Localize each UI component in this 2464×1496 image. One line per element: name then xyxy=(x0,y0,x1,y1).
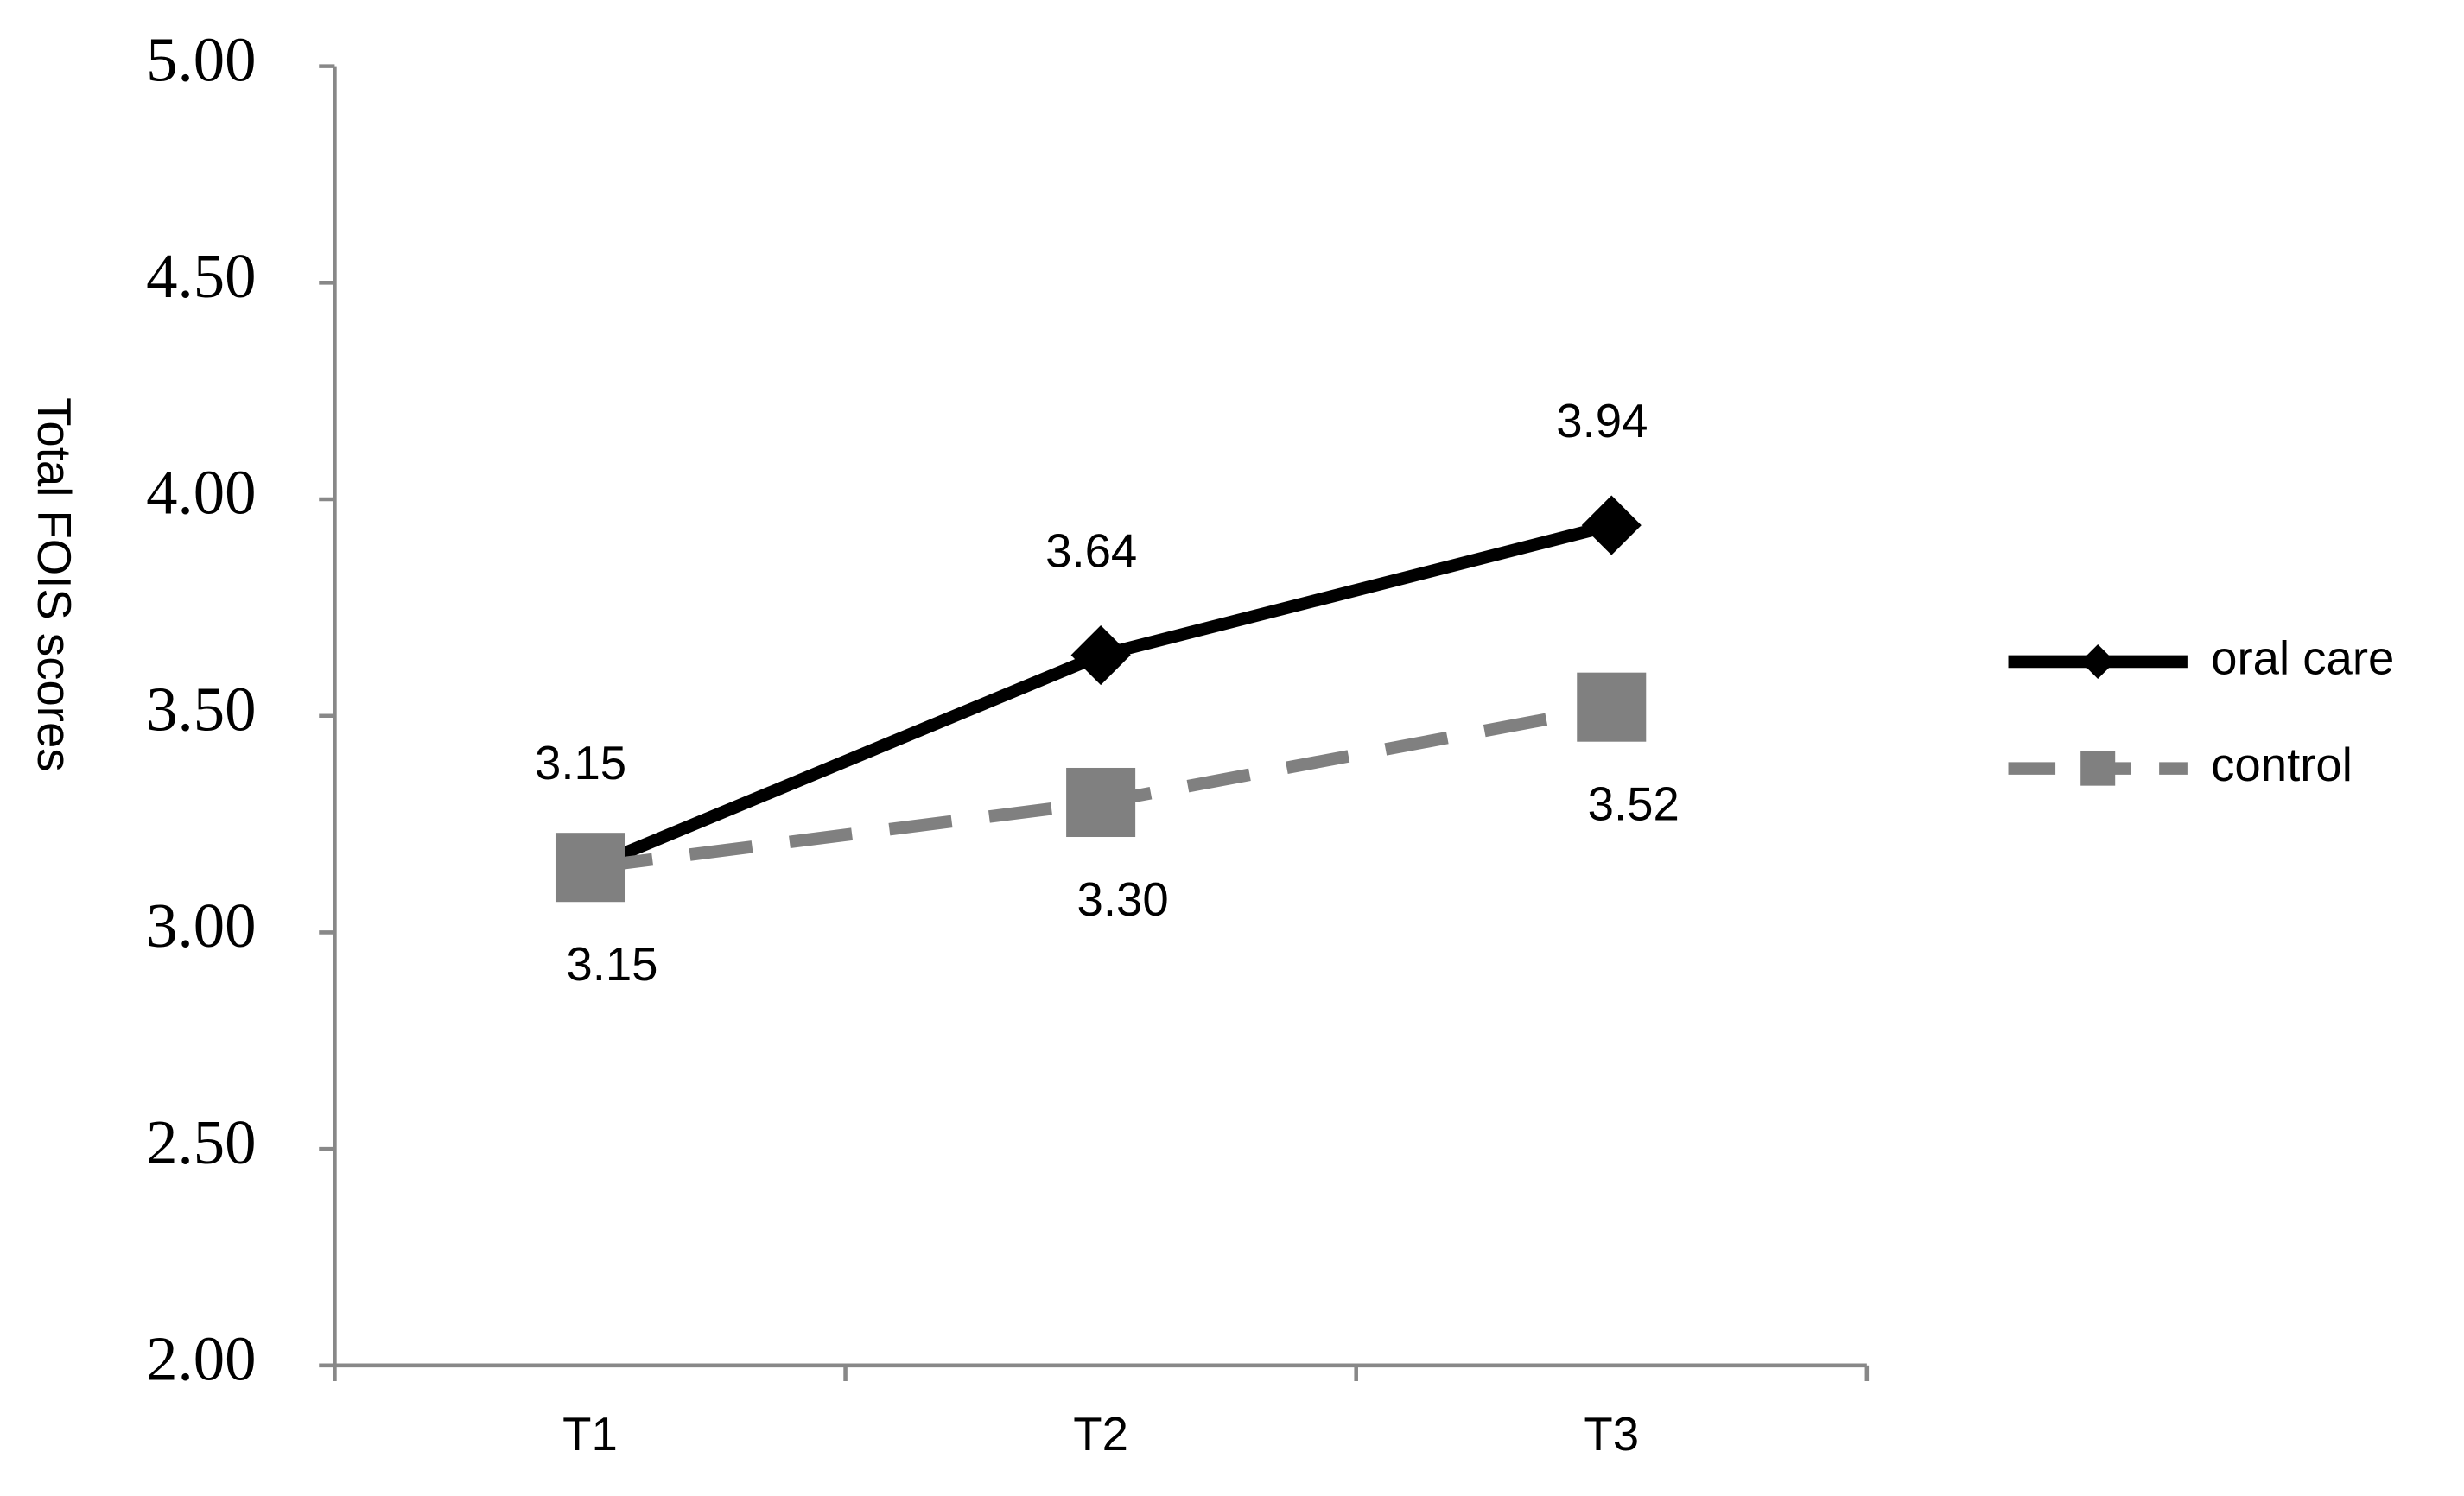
y-tick-label: 2.00 xyxy=(146,1324,256,1394)
x-tick-label: T1 xyxy=(562,1408,618,1461)
x-tick-label: T2 xyxy=(1073,1408,1128,1461)
data-label: 3.64 xyxy=(1045,525,1137,578)
marker xyxy=(1066,767,1136,838)
data-label: 3.30 xyxy=(1077,873,1169,926)
legend-marker xyxy=(2080,751,2116,786)
data-label: 3.52 xyxy=(1588,777,1680,830)
marker xyxy=(555,833,626,903)
y-axis-title: Total FOIS scores xyxy=(28,397,80,771)
marker xyxy=(1577,672,1647,742)
y-tick-label: 5.00 xyxy=(146,24,256,94)
y-tick-label: 3.50 xyxy=(146,674,256,744)
data-label: 3.15 xyxy=(535,737,626,789)
y-tick-label: 4.50 xyxy=(146,241,256,311)
marker xyxy=(1070,624,1131,686)
y-tick-label: 4.00 xyxy=(146,458,256,528)
legend-marker xyxy=(2080,643,2116,679)
legend-label: control xyxy=(2211,738,2353,791)
x-tick-label: T3 xyxy=(1584,1408,1639,1461)
data-label: 3.15 xyxy=(566,938,657,991)
data-label: 3.94 xyxy=(1556,395,1648,447)
y-tick-label: 2.50 xyxy=(146,1107,256,1177)
y-tick-label: 3.00 xyxy=(146,891,256,960)
marker xyxy=(1581,495,1642,555)
legend-label: oral care xyxy=(2211,631,2394,684)
